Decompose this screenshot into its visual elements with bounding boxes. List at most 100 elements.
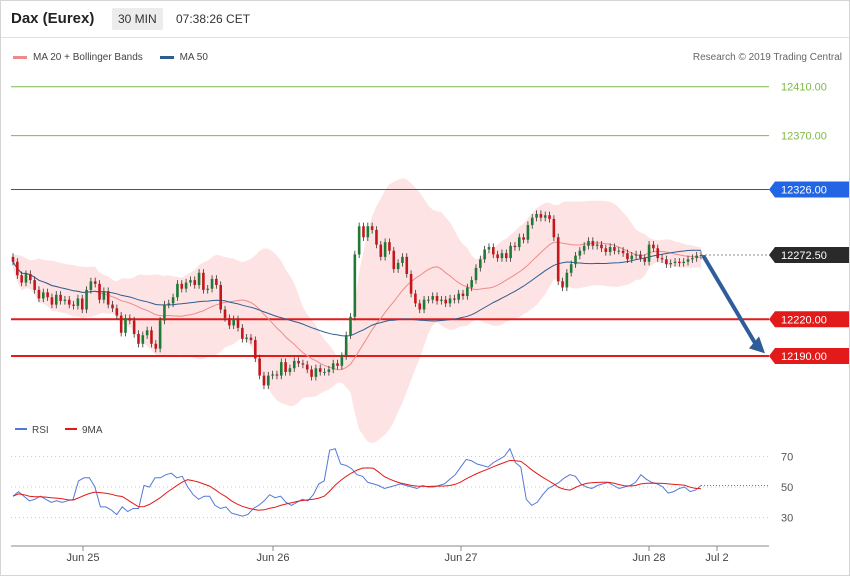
candle-body (496, 254, 499, 259)
candle (184, 278, 188, 293)
candle (444, 296, 448, 308)
candle (340, 352, 344, 370)
candle (370, 222, 374, 234)
candle-body (608, 247, 612, 252)
candle (414, 289, 417, 308)
candle-body (215, 278, 218, 286)
candle (435, 292, 439, 305)
candle (604, 244, 608, 256)
candle (284, 358, 287, 376)
candle-body (673, 261, 677, 263)
candle (318, 364, 322, 376)
candle-body (266, 375, 270, 386)
candle-body (466, 287, 469, 297)
candle-body (621, 250, 625, 254)
x-tick-label: Jun 27 (444, 552, 477, 564)
candle-body (254, 340, 257, 359)
candle-body (678, 261, 681, 263)
candle (33, 276, 36, 294)
candle (600, 240, 603, 252)
price-levels (11, 86, 769, 358)
rsi-tick-label: 30 (781, 513, 793, 525)
candle (167, 299, 171, 309)
price-badge-text: 12220.00 (781, 314, 827, 326)
candle-body (457, 293, 460, 300)
candle (46, 288, 49, 301)
candle-body (509, 245, 512, 259)
candle-body (171, 297, 175, 304)
candle (673, 258, 677, 267)
candle (275, 370, 279, 380)
candle (29, 270, 32, 284)
candle (543, 211, 547, 222)
candle-body (305, 364, 309, 370)
candle (405, 253, 409, 278)
candle (517, 233, 521, 251)
rsi-tick-label: 50 (781, 482, 793, 494)
candle-body (11, 256, 15, 262)
legend-item-ma50: MA 50 (159, 52, 208, 63)
candle (271, 370, 274, 380)
candle-body (660, 258, 664, 260)
candle (171, 293, 175, 308)
candle-body (89, 281, 93, 290)
candle-body (652, 244, 655, 249)
candle (461, 289, 465, 300)
candle-body (193, 280, 197, 286)
candle (67, 296, 71, 309)
rsi-panel: 30 50 70 RSI 9MA (11, 425, 793, 525)
candle (197, 269, 201, 289)
candle (349, 313, 352, 339)
candle-body (29, 274, 32, 281)
candle-body (76, 298, 80, 306)
chart-header: Dax (Eurex) 30 MIN 07:38:26 CET (1, 1, 849, 38)
candle (206, 285, 210, 294)
candle (327, 365, 331, 376)
candle (522, 233, 525, 244)
candle (16, 258, 19, 279)
price-badge-12272.50 (769, 247, 849, 264)
candle-body (634, 254, 638, 256)
candle-body (669, 262, 673, 265)
candle-body (275, 374, 279, 376)
candle-body (362, 226, 365, 238)
candle-body (349, 316, 352, 336)
forecast-arrow-head (749, 336, 765, 354)
candle (652, 240, 655, 252)
x-tick-label: Jun 26 (256, 552, 289, 564)
candle-body (189, 280, 192, 283)
price-badge-text: 12272.50 (781, 250, 827, 262)
candle-body (210, 278, 214, 289)
candle (401, 253, 404, 267)
candle (254, 336, 257, 363)
candle (37, 286, 41, 303)
candle-body (16, 261, 19, 276)
candle-body (613, 247, 616, 251)
candle-body (535, 214, 538, 218)
candle (158, 316, 162, 353)
candle-body (357, 226, 361, 255)
candle (509, 242, 512, 262)
candle (223, 305, 227, 322)
candle-body (318, 368, 322, 372)
candle-body (106, 291, 110, 305)
candle (128, 314, 132, 325)
period-selector[interactable]: 30 MIN (112, 8, 163, 30)
candle-body (180, 283, 184, 289)
candle (331, 359, 335, 374)
candle-body (695, 255, 698, 259)
candle (50, 293, 54, 309)
price-badges: 12410.00 12370.00 12326.00 12272.50 12220.00… (769, 82, 849, 365)
candle (210, 275, 214, 293)
forecast-arrow-shaft (702, 255, 759, 349)
candle (396, 259, 400, 273)
candle (556, 233, 560, 286)
candle-body (431, 296, 435, 300)
candle (180, 280, 184, 293)
candle-body (124, 318, 127, 333)
x-tick-label: Jun 25 (66, 552, 99, 564)
candle (245, 333, 248, 343)
candle-body (548, 215, 551, 219)
candle (80, 294, 84, 314)
candle-body (440, 299, 443, 301)
